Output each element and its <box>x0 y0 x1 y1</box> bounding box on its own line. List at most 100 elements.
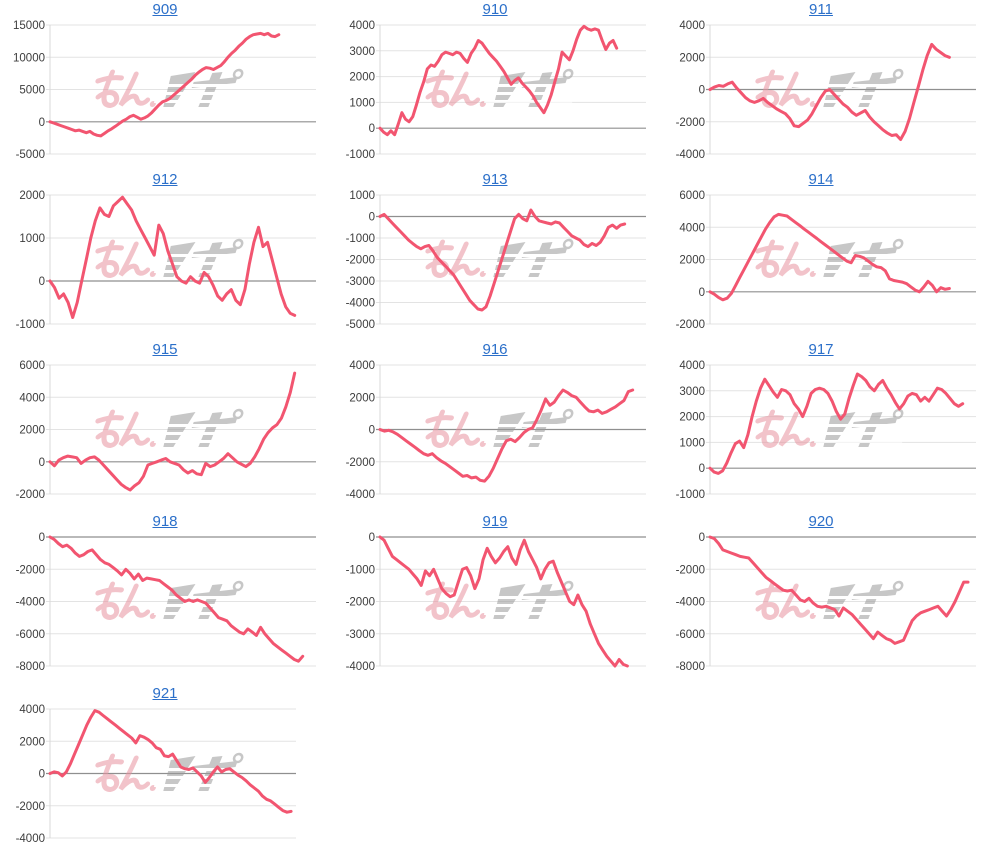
chart-cell-911: 911 4000 2000 0 -2000 -4000 <box>660 0 982 170</box>
svg-text:-5000: -5000 <box>16 149 45 161</box>
svg-text:-4000: -4000 <box>676 149 705 161</box>
svg-text:-2000: -2000 <box>676 117 705 129</box>
svg-text:1000: 1000 <box>349 190 375 202</box>
svg-text:2000: 2000 <box>349 392 375 404</box>
svg-text:-4000: -4000 <box>346 661 375 673</box>
chart-plot-912: 2000 1000 0 -1000 <box>16 190 316 331</box>
svg-text:1000: 1000 <box>19 233 45 245</box>
svg-text:4000: 4000 <box>679 20 705 32</box>
svg-text:-4000: -4000 <box>16 597 45 609</box>
chart-cell-919: 919 0 -1000 -2000 -3000 -4000 <box>330 512 660 684</box>
chart-plot-910: 4000 3000 2000 1000 0 -1000 <box>346 20 646 161</box>
chart-plot-914: 6000 4000 2000 0 -2000 <box>676 190 976 331</box>
svg-text:2000: 2000 <box>19 736 45 748</box>
svg-text:4000: 4000 <box>19 704 45 716</box>
svg-text:0: 0 <box>39 769 45 781</box>
svg-text:0: 0 <box>369 212 375 224</box>
svg-text:6000: 6000 <box>19 360 45 372</box>
svg-text:0: 0 <box>39 276 45 288</box>
svg-text:-2000: -2000 <box>16 564 45 576</box>
svg-text:-1000: -1000 <box>346 233 375 245</box>
chart-link-909[interactable]: 909 <box>152 1 178 18</box>
svg-text:-1000: -1000 <box>346 564 375 576</box>
svg-text:-3000: -3000 <box>346 276 375 288</box>
chart-cell-920: 920 0 -2000 -4000 -6000 -8000 <box>660 512 982 684</box>
svg-text:4000: 4000 <box>19 392 45 404</box>
svg-text:0: 0 <box>699 85 705 97</box>
chart-cell-912: 912 2000 1000 0 -1000 <box>0 170 330 340</box>
chart-cell-909: 909 15000 10000 5000 0 -5000 <box>0 0 330 170</box>
chart-cell-915: 915 6000 4000 2000 0 -2000 <box>0 340 330 512</box>
svg-text:-2000: -2000 <box>346 597 375 609</box>
chart-link-921[interactable]: 921 <box>152 685 178 702</box>
chart-plot-917: 4000 3000 2000 1000 0 -1000 <box>676 360 976 501</box>
svg-text:15000: 15000 <box>13 20 45 32</box>
chart-link-918[interactable]: 918 <box>152 513 178 530</box>
svg-text:-2000: -2000 <box>346 255 375 267</box>
svg-text:-4000: -4000 <box>346 298 375 310</box>
svg-text:-2000: -2000 <box>16 801 45 813</box>
chart-link-919[interactable]: 919 <box>482 513 508 530</box>
svg-text:-1000: -1000 <box>346 149 375 161</box>
svg-text:3000: 3000 <box>349 46 375 58</box>
chart-link-913[interactable]: 913 <box>482 171 508 188</box>
svg-text:-1000: -1000 <box>16 319 45 331</box>
chart-link-914[interactable]: 914 <box>808 171 834 188</box>
chart-link-912[interactable]: 912 <box>152 171 178 188</box>
chart-link-920[interactable]: 920 <box>808 513 834 530</box>
svg-text:0: 0 <box>39 117 45 129</box>
chart-cell-910: 910 4000 3000 2000 1000 0 -1000 <box>330 0 660 170</box>
svg-text:2000: 2000 <box>19 425 45 437</box>
svg-text:0: 0 <box>699 287 705 299</box>
svg-text:-4000: -4000 <box>676 597 705 609</box>
chart-plot-915: 6000 4000 2000 0 -2000 <box>16 360 316 501</box>
svg-text:-4000: -4000 <box>16 833 45 845</box>
svg-text:-3000: -3000 <box>346 629 375 641</box>
svg-text:4000: 4000 <box>349 360 375 372</box>
svg-text:0: 0 <box>39 532 45 544</box>
chart-link-917[interactable]: 917 <box>808 341 834 358</box>
svg-text:0: 0 <box>699 463 705 475</box>
svg-text:2000: 2000 <box>679 52 705 64</box>
chart-cell-917: 917 4000 3000 2000 1000 0 -1000 <box>660 340 982 512</box>
svg-text:-2000: -2000 <box>16 489 45 501</box>
chart-link-910[interactable]: 910 <box>482 1 508 18</box>
svg-text:4000: 4000 <box>679 360 705 372</box>
svg-text:1000: 1000 <box>679 437 705 449</box>
chart-cell-914: 914 6000 4000 2000 0 -2000 <box>660 170 982 340</box>
chart-plot-919: 0 -1000 -2000 -3000 -4000 <box>346 532 646 673</box>
svg-text:-6000: -6000 <box>676 629 705 641</box>
chart-link-915[interactable]: 915 <box>152 341 178 358</box>
chart-link-916[interactable]: 916 <box>482 341 508 358</box>
chart-cell-913: 913 1000 0 -1000 -2000 -3000 -4000 -5000 <box>330 170 660 340</box>
svg-text:-1000: -1000 <box>676 489 705 501</box>
svg-text:-4000: -4000 <box>346 489 375 501</box>
svg-text:0: 0 <box>39 457 45 469</box>
svg-text:-2000: -2000 <box>676 564 705 576</box>
svg-text:2000: 2000 <box>349 72 375 84</box>
svg-text:3000: 3000 <box>679 386 705 398</box>
chart-plot-909: 15000 10000 5000 0 -5000 <box>13 20 316 161</box>
svg-text:10000: 10000 <box>13 52 45 64</box>
svg-text:-8000: -8000 <box>16 661 45 673</box>
chart-plot-921: 4000 2000 0 -2000 -4000 <box>16 704 296 845</box>
svg-text:4000: 4000 <box>679 222 705 234</box>
svg-text:-5000: -5000 <box>346 319 375 331</box>
chart-plot-920: 0 -2000 -4000 -6000 -8000 <box>676 532 976 673</box>
svg-text:4000: 4000 <box>349 20 375 32</box>
svg-text:0: 0 <box>699 532 705 544</box>
chart-link-911[interactable]: 911 <box>809 1 833 18</box>
svg-text:-8000: -8000 <box>676 661 705 673</box>
svg-text:2000: 2000 <box>679 255 705 267</box>
svg-text:-2000: -2000 <box>676 319 705 331</box>
chart-plot-913: 1000 0 -1000 -2000 -3000 -4000 -5000 <box>346 190 646 331</box>
svg-text:6000: 6000 <box>679 190 705 202</box>
chart-plot-918: 0 -2000 -4000 -6000 -8000 <box>16 532 316 673</box>
chart-cell-916: 916 4000 2000 0 -2000 -4000 <box>330 340 660 512</box>
chart-plot-916: 4000 2000 0 -2000 -4000 <box>346 360 646 501</box>
svg-text:0: 0 <box>369 123 375 135</box>
svg-text:0: 0 <box>369 425 375 437</box>
svg-text:2000: 2000 <box>679 412 705 424</box>
